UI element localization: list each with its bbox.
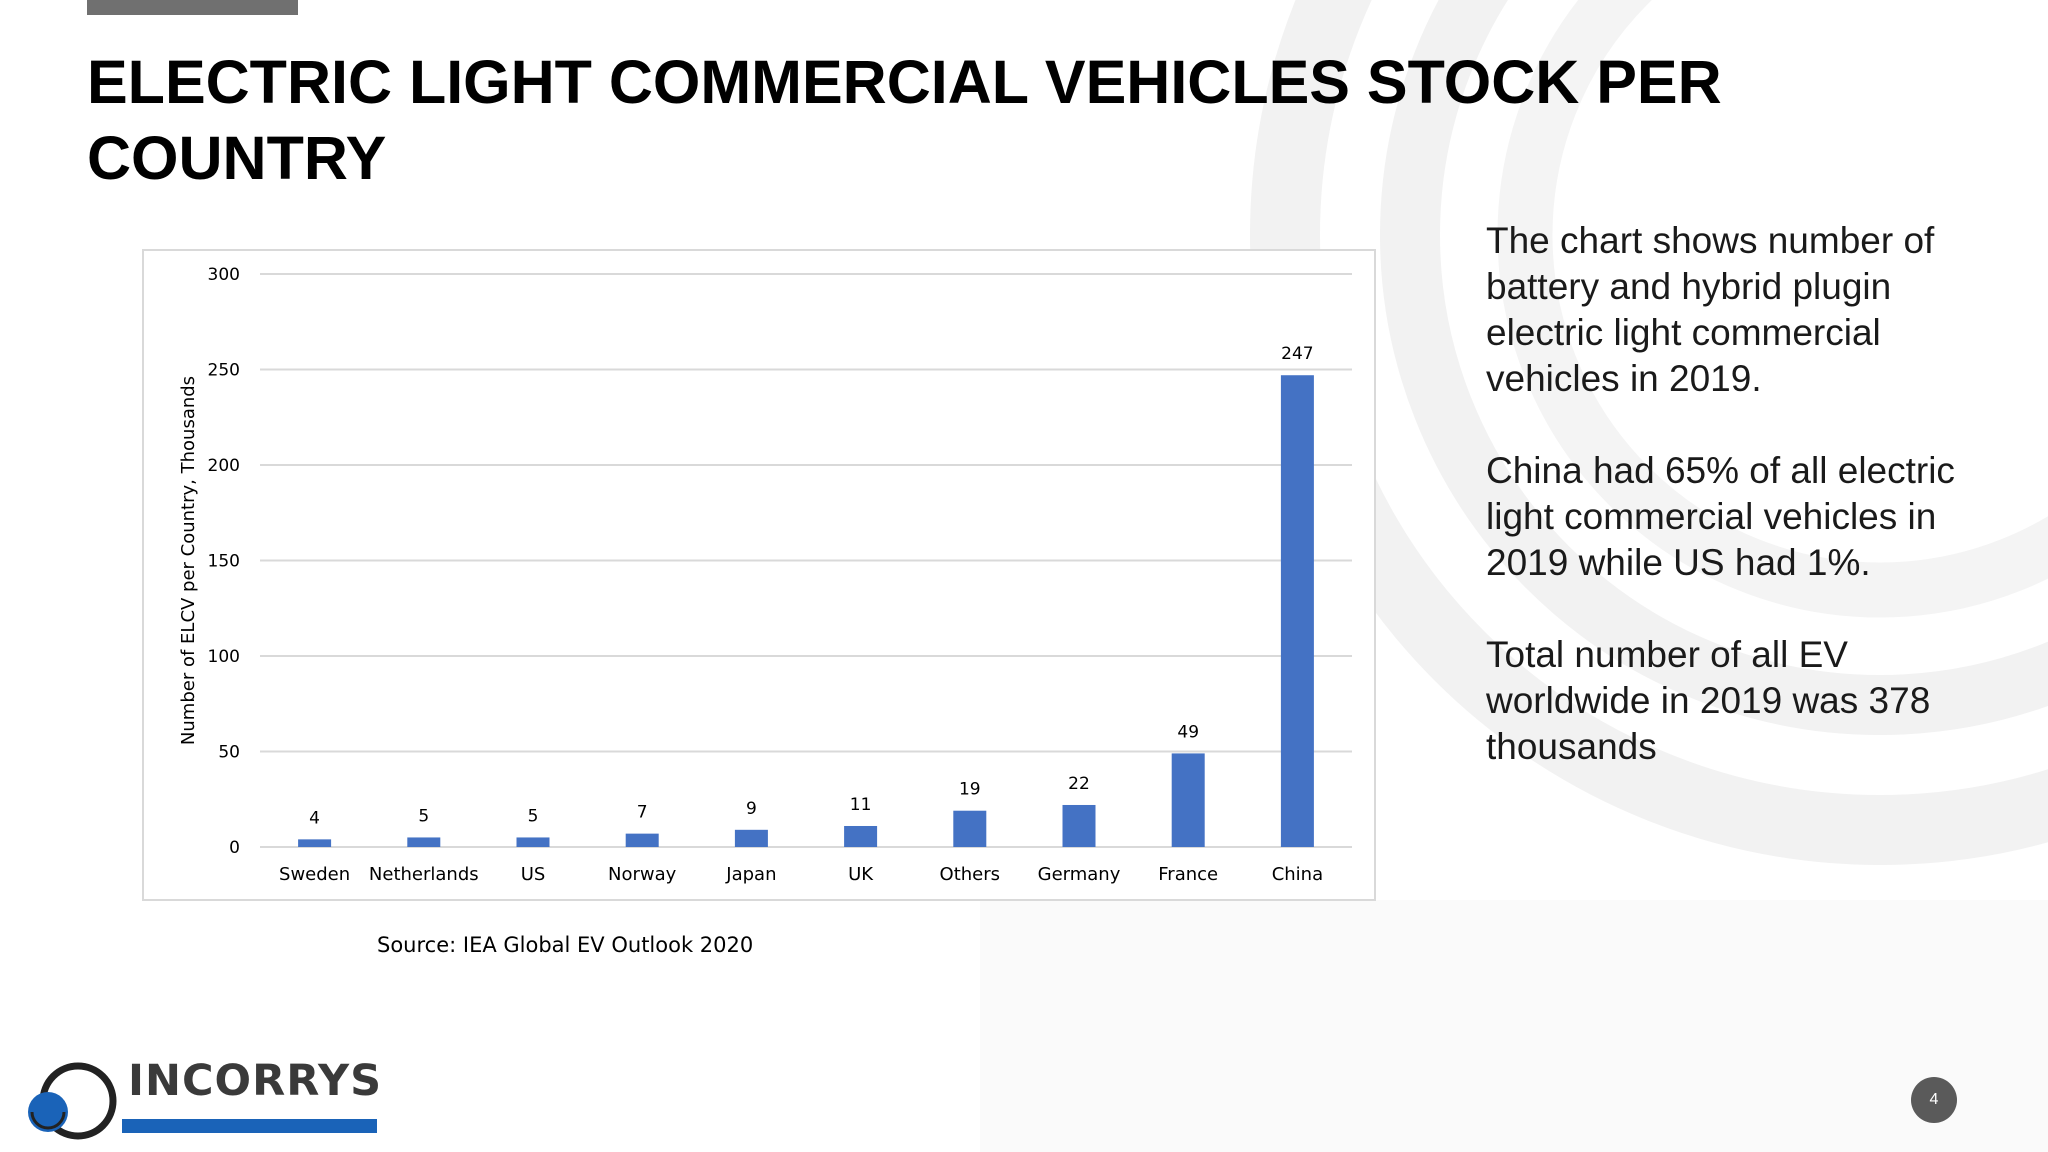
commentary-paragraph-2: China had 65% of all electric light comm… xyxy=(1486,450,1955,583)
data-label: 5 xyxy=(418,806,429,826)
commentary-paragraph-3: Total number of all EV worldwide in 2019… xyxy=(1486,634,1931,767)
bar-france xyxy=(1171,753,1205,847)
x-tick-label: France xyxy=(1158,864,1218,885)
data-label: 247 xyxy=(1281,344,1313,364)
bar-sweden xyxy=(298,839,332,847)
x-tick-label: Netherlands xyxy=(369,864,479,885)
top-accent-bar xyxy=(87,0,298,15)
data-label: 19 xyxy=(959,780,981,800)
bar-norway xyxy=(625,833,659,847)
x-tick-label: Japan xyxy=(725,864,776,885)
slide-title: ELECTRIC LIGHT COMMERCIAL VEHICLES STOCK… xyxy=(87,48,1722,192)
bar-chart: 0 50 100 150 200 250 300 4 Sweden 5 Netherlands 5 US… xyxy=(178,265,1352,885)
bar-china xyxy=(1280,375,1314,847)
y-tick-label: 250 xyxy=(208,361,240,381)
x-tick-label: Norway xyxy=(608,864,677,885)
logo-underline xyxy=(122,1119,377,1133)
data-label: 7 xyxy=(637,803,648,823)
y-tick-label: 300 xyxy=(208,265,240,285)
logo-mark-icon xyxy=(28,1062,117,1140)
bar-netherlands xyxy=(407,837,441,847)
x-tick-label: China xyxy=(1272,864,1323,885)
x-tick-label: UK xyxy=(848,864,874,885)
bar-germany xyxy=(1062,804,1096,847)
y-tick-label: 100 xyxy=(208,647,240,667)
y-tick-label: 50 xyxy=(218,743,240,763)
y-axis-title: Number of ELCV per Country, Thousands xyxy=(178,376,199,745)
data-label: 22 xyxy=(1068,774,1090,794)
data-label: 9 xyxy=(746,799,757,819)
data-label: 11 xyxy=(850,795,872,815)
x-tick-label: Others xyxy=(940,864,1001,885)
incorrys-logo: INCORRYS xyxy=(20,1056,390,1146)
data-label: 5 xyxy=(528,806,539,826)
bar-uk xyxy=(844,825,878,847)
y-tick-label: 150 xyxy=(208,552,240,572)
x-tick-label: US xyxy=(521,864,546,885)
bar-others xyxy=(953,810,987,847)
x-tick-label: Germany xyxy=(1038,864,1121,885)
y-tick-label: 0 xyxy=(229,838,240,858)
commentary-paragraph-1: The chart shows number of battery and hy… xyxy=(1486,220,1935,399)
data-label: 49 xyxy=(1177,722,1199,742)
page-number-badge: 4 xyxy=(1911,1077,1957,1123)
chart-frame xyxy=(142,249,1376,901)
data-label: 4 xyxy=(309,808,320,828)
bar-us xyxy=(516,837,550,847)
logo-wordmark: INCORRYS xyxy=(128,1056,383,1106)
x-tick-label: Sweden xyxy=(279,864,350,885)
side-commentary: The chart shows number of battery and hy… xyxy=(1486,218,1956,816)
bar-japan xyxy=(734,829,768,847)
source-note: Source: IEA Global EV Outlook 2020 xyxy=(377,933,754,957)
y-tick-label: 200 xyxy=(208,456,240,476)
